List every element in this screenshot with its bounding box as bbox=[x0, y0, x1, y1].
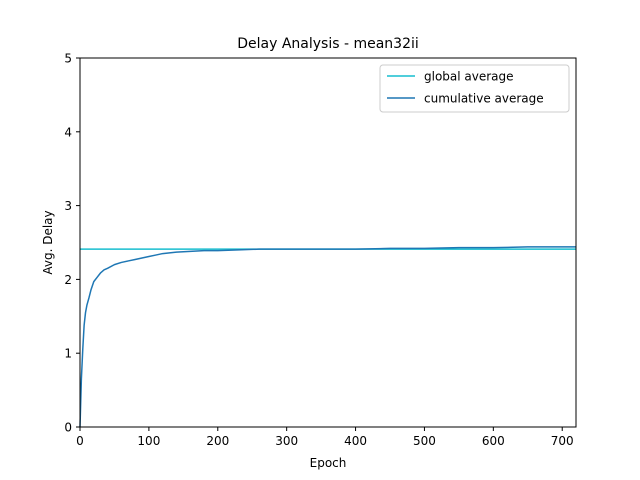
legend: global average cumulative average bbox=[379, 64, 570, 113]
plot-area bbox=[80, 58, 576, 427]
x-tick-label: 700 bbox=[551, 434, 574, 448]
x-tick-label: 400 bbox=[344, 434, 367, 448]
legend-box bbox=[379, 64, 570, 113]
x-tick-label: 0 bbox=[76, 434, 84, 448]
x-tick-label: 200 bbox=[206, 434, 229, 448]
x-tick-label: 300 bbox=[275, 434, 298, 448]
x-tick-label: 100 bbox=[137, 434, 160, 448]
y-tick-label: 5 bbox=[64, 52, 72, 66]
series-line-cumulative-average bbox=[79, 246, 576, 428]
y-tick-label: 4 bbox=[64, 125, 72, 139]
x-tick-label: 600 bbox=[482, 434, 505, 448]
legend-label-cumulative-average: cumulative average bbox=[424, 92, 544, 106]
y-tick-label: 3 bbox=[64, 199, 72, 213]
y-tick-label: 1 bbox=[64, 347, 72, 361]
x-tick-label: 500 bbox=[413, 434, 436, 448]
y-tick-label: 2 bbox=[64, 273, 72, 287]
x-axis-label: Epoch bbox=[310, 456, 347, 470]
legend-label-global-average: global average bbox=[424, 70, 514, 84]
y-tick-label: 0 bbox=[64, 421, 72, 435]
plot-frame bbox=[79, 57, 577, 428]
x-axis-ticks: 0 100 200 300 400 500 600 700 bbox=[76, 427, 574, 448]
y-axis-ticks: 0 1 2 3 4 5 bbox=[64, 52, 80, 435]
y-axis-label: Avg. Delay bbox=[41, 210, 55, 274]
chart-title: Delay Analysis - mean32ii bbox=[237, 36, 419, 52]
lines-layer bbox=[79, 246, 576, 428]
